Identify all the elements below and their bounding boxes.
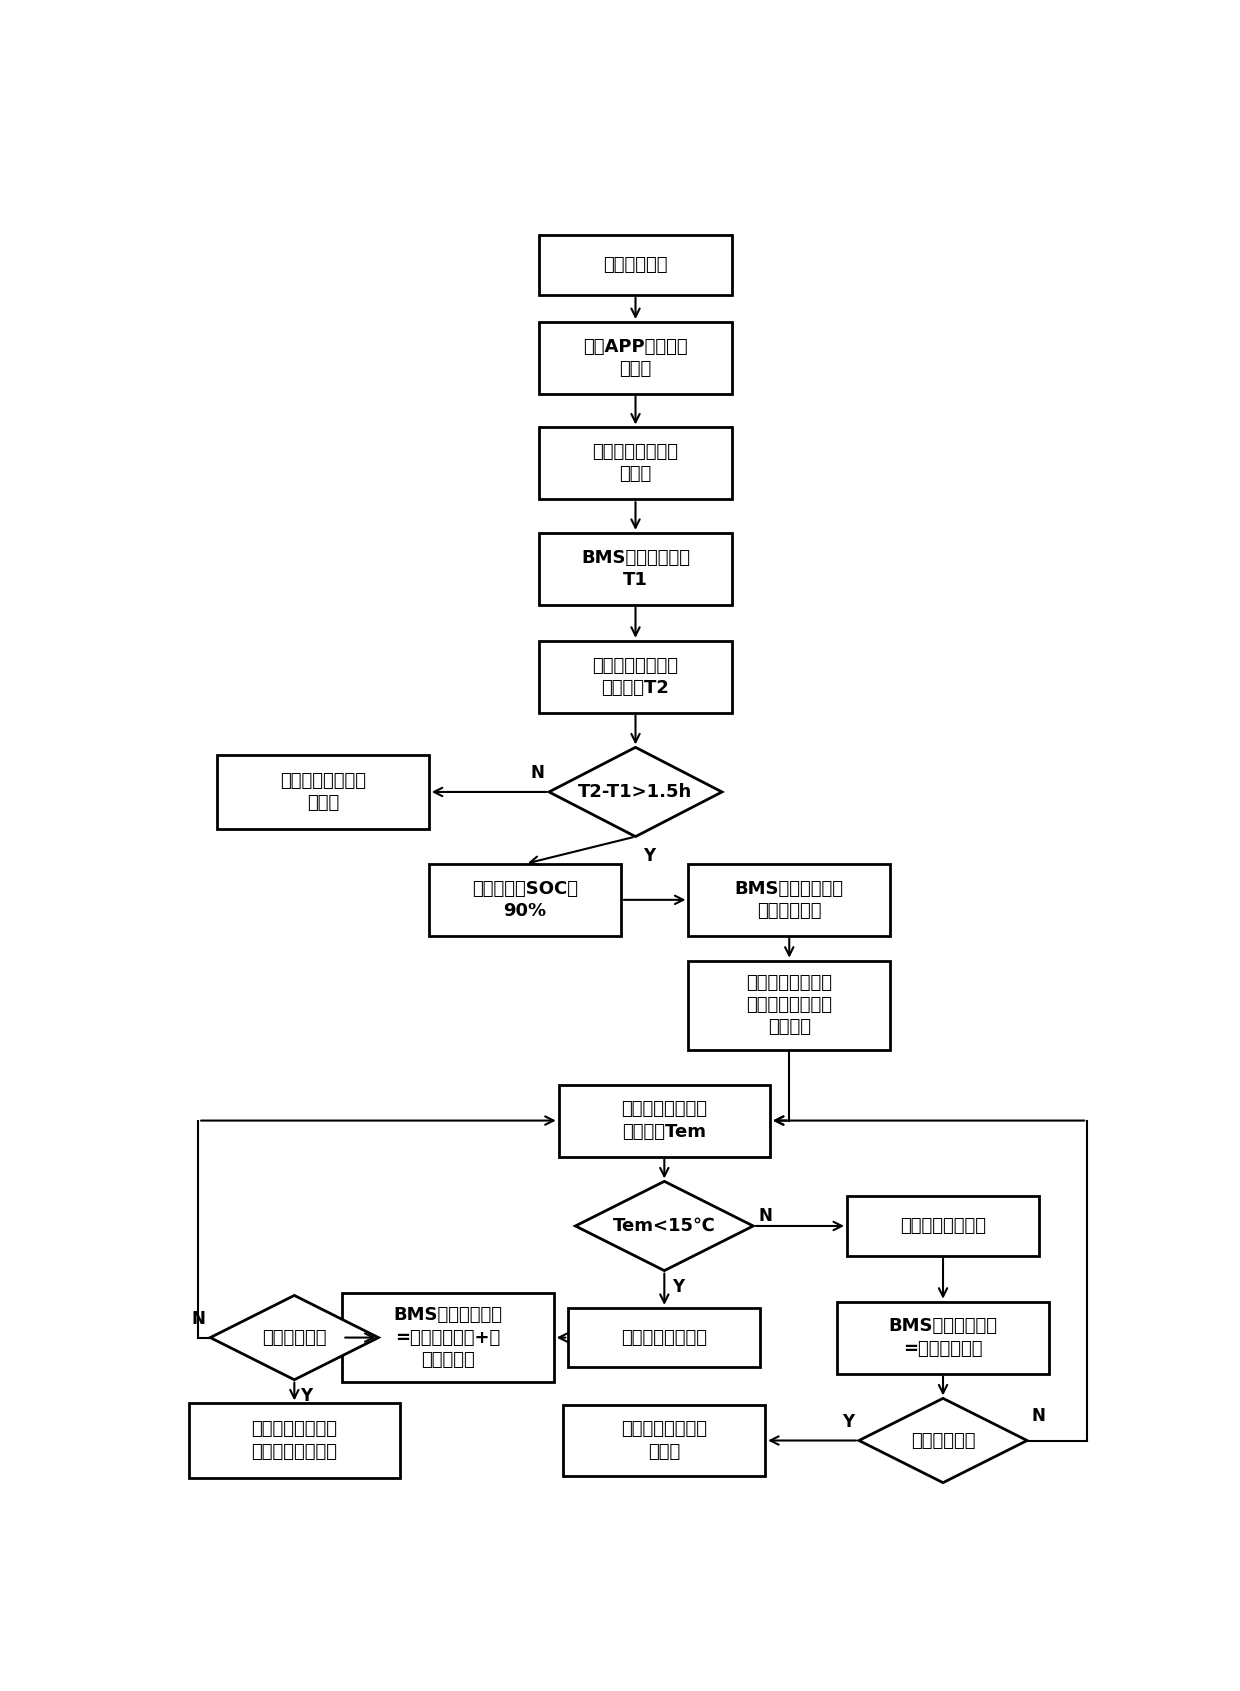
FancyBboxPatch shape: [188, 1404, 401, 1478]
FancyBboxPatch shape: [539, 321, 732, 394]
Text: 空调控制装置判断
环境温度Tem: 空调控制装置判断 环境温度Tem: [621, 1101, 707, 1141]
Text: N: N: [191, 1311, 206, 1327]
Text: 预发车时间到: 预发车时间到: [262, 1329, 326, 1346]
FancyBboxPatch shape: [539, 428, 732, 499]
Text: N: N: [758, 1207, 773, 1224]
Text: BMS请求充电电流
=电池充电电流+空
调开启电流: BMS请求充电电流 =电池充电电流+空 调开启电流: [393, 1307, 502, 1368]
FancyBboxPatch shape: [837, 1302, 1049, 1373]
Text: 预发车时间到，充
电完成: 预发车时间到，充 电完成: [621, 1420, 707, 1461]
Text: N: N: [531, 764, 544, 783]
FancyBboxPatch shape: [539, 235, 732, 294]
FancyBboxPatch shape: [539, 533, 732, 605]
Text: BMS计算充电时间
T1: BMS计算充电时间 T1: [582, 548, 689, 588]
Text: Y: Y: [644, 847, 655, 864]
FancyBboxPatch shape: [217, 754, 429, 829]
Text: 正常充电至SOC为
90%: 正常充电至SOC为 90%: [472, 879, 578, 920]
Text: Y: Y: [842, 1414, 854, 1431]
Polygon shape: [859, 1398, 1027, 1483]
FancyBboxPatch shape: [568, 1307, 760, 1368]
Polygon shape: [575, 1182, 753, 1270]
FancyBboxPatch shape: [429, 864, 621, 935]
Text: 预发车时间到，充
电完成，空调关闭: 预发车时间到，充 电完成，空调关闭: [252, 1420, 337, 1461]
FancyBboxPatch shape: [559, 1084, 770, 1157]
Text: 预发车时间与本地
时间做差T2: 预发车时间与本地 时间做差T2: [593, 656, 678, 697]
FancyBboxPatch shape: [688, 960, 890, 1050]
Text: BMS请求充电电流
=电池充电电流: BMS请求充电电流 =电池充电电流: [889, 1317, 997, 1358]
Polygon shape: [549, 747, 722, 837]
Text: 此次充电不开启加
热模式: 此次充电不开启加 热模式: [280, 771, 366, 812]
FancyBboxPatch shape: [688, 864, 890, 935]
Text: 空调开启加热模式: 空调开启加热模式: [621, 1329, 707, 1346]
Text: 整车控制器下发空
调开启指令给空调
控制装置: 整车控制器下发空 调开启指令给空调 控制装置: [746, 974, 832, 1037]
Text: N: N: [1032, 1407, 1045, 1426]
FancyBboxPatch shape: [539, 641, 732, 712]
Text: BMS发送允许加热
给整车控制器: BMS发送允许加热 给整车控制器: [735, 879, 843, 920]
FancyBboxPatch shape: [563, 1405, 765, 1476]
Text: 整车控制器转发本
地时间: 整车控制器转发本 地时间: [593, 443, 678, 484]
FancyBboxPatch shape: [342, 1294, 554, 1382]
Text: 空调关闭加热模式: 空调关闭加热模式: [900, 1218, 986, 1234]
FancyBboxPatch shape: [847, 1196, 1039, 1256]
Text: T2-T1>1.5h: T2-T1>1.5h: [578, 783, 693, 802]
Text: 手机APP下发预发
车时间: 手机APP下发预发 车时间: [583, 338, 688, 379]
Text: 晚上开始充电: 晚上开始充电: [603, 255, 668, 274]
Text: Y: Y: [672, 1278, 684, 1295]
Polygon shape: [211, 1295, 378, 1380]
Text: Tem<15℃: Tem<15℃: [613, 1218, 715, 1234]
Text: Y: Y: [300, 1387, 312, 1405]
Text: 预发车时间到: 预发车时间到: [910, 1432, 976, 1449]
